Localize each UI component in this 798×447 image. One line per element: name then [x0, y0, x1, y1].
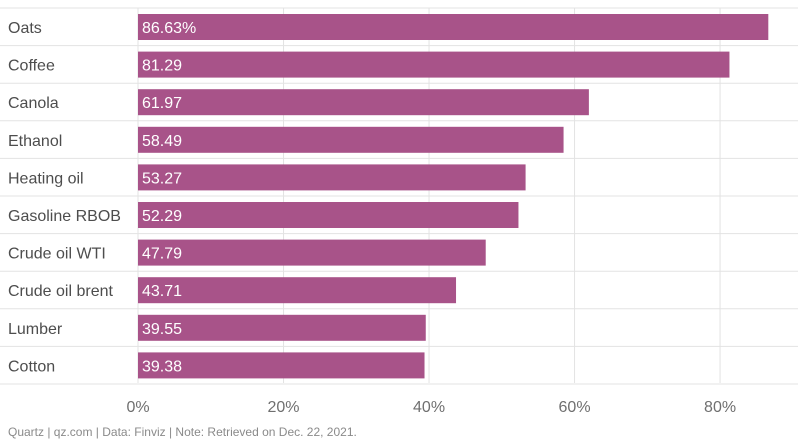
- bar: [138, 314, 426, 341]
- bar: [138, 51, 730, 78]
- bar: [138, 164, 526, 191]
- data-label: 86.63%: [142, 20, 196, 37]
- data-label: 47.79: [142, 246, 182, 263]
- bar: [138, 202, 519, 228]
- data-label: 39.55: [142, 321, 182, 338]
- category-label: Heating oil: [8, 170, 84, 187]
- category-label: Canola: [8, 95, 59, 112]
- category-label: Coffee: [8, 58, 55, 75]
- data-label: 81.29: [142, 58, 182, 75]
- category-label: Oats: [8, 20, 42, 37]
- x-axis-tick-labels: 0% 20% 40% 60% 80%: [126, 399, 736, 416]
- data-label: 53.27: [142, 170, 182, 187]
- x-tick-label: 40%: [413, 399, 445, 416]
- category-label: Crude oil WTI: [8, 246, 106, 263]
- bar: [138, 126, 564, 153]
- category-label: Ethanol: [8, 133, 62, 150]
- data-label: 52.29: [142, 208, 182, 225]
- category-label: Crude oil brent: [8, 283, 114, 300]
- bars: [138, 14, 769, 379]
- category-labels: Oats Coffee Canola Ethanol Heating oil Gasoli…: [8, 20, 121, 375]
- source-note: Quartz | qz.com | Data: Finviz | Note: R…: [8, 425, 357, 439]
- x-tick-label: 20%: [268, 399, 300, 416]
- bar: [138, 352, 425, 379]
- bar: [138, 89, 589, 116]
- x-tick-label: 60%: [559, 399, 591, 416]
- category-label: Cotton: [8, 358, 55, 375]
- category-label: Lumber: [8, 321, 63, 338]
- bar: [138, 239, 486, 266]
- data-label: 43.71: [142, 283, 182, 300]
- bar: [138, 277, 457, 304]
- category-label: Gasoline RBOB: [8, 208, 121, 225]
- bar: [138, 14, 769, 40]
- value-labels: 86.63% 81.29 61.97 58.49 53.27 52.29 47.79 43.7…: [142, 20, 196, 375]
- data-label: 39.38: [142, 358, 182, 375]
- data-label: 61.97: [142, 95, 182, 112]
- data-label: 58.49: [142, 133, 182, 150]
- x-tick-label: 80%: [704, 399, 736, 416]
- x-tick-label: 0%: [126, 399, 149, 416]
